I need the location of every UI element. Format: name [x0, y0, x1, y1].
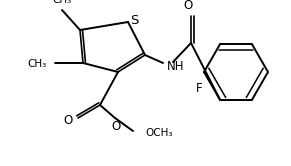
Text: CH₃: CH₃ [28, 59, 47, 69]
Text: F: F [196, 82, 202, 95]
Text: CH₃: CH₃ [52, 0, 72, 5]
Text: O: O [183, 0, 193, 12]
Text: O: O [111, 120, 121, 133]
Text: S: S [130, 13, 138, 27]
Text: NH: NH [167, 59, 184, 73]
Text: OCH₃: OCH₃ [145, 128, 173, 138]
Text: O: O [64, 114, 73, 126]
